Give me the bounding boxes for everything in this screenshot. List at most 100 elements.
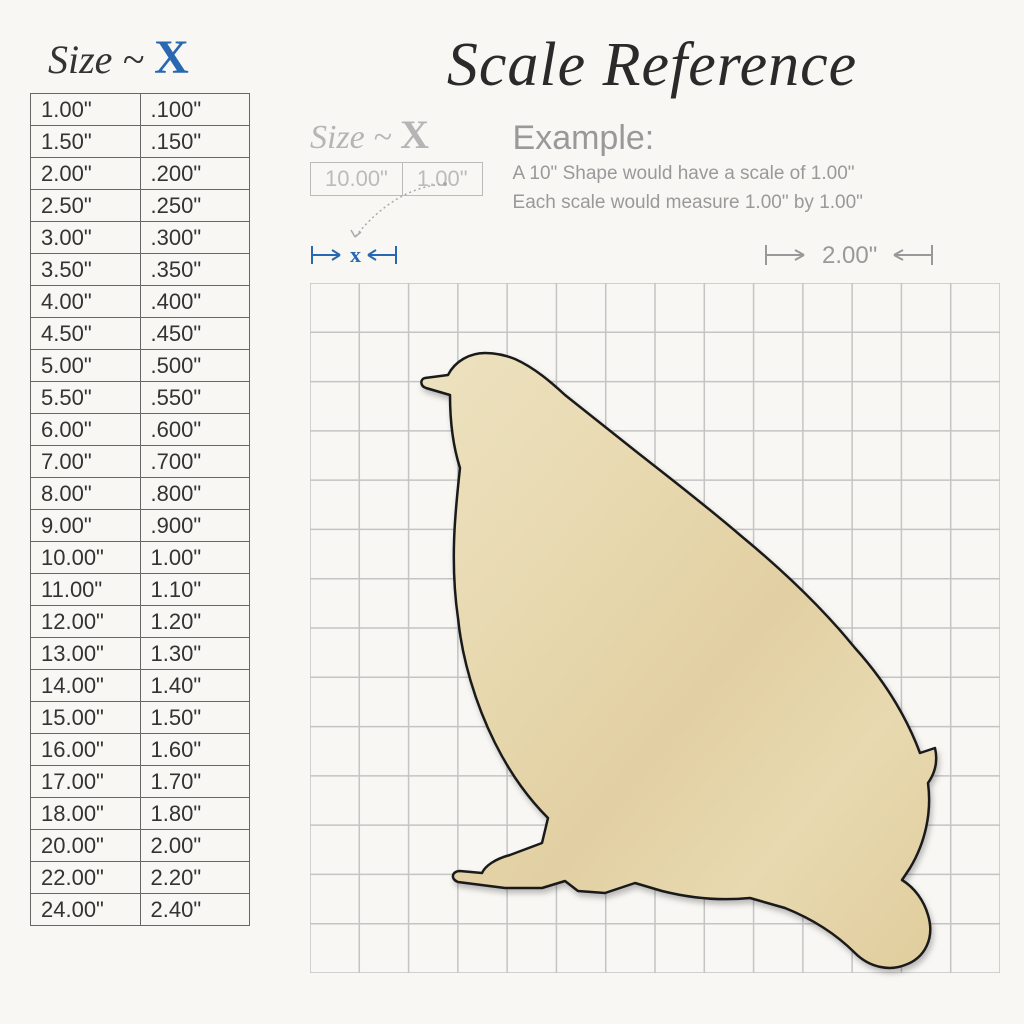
table-cell: 4.50" (31, 318, 141, 350)
table-cell: 1.00" (31, 94, 141, 126)
table-row: 22.00"2.20" (31, 862, 250, 894)
table-cell: .300" (140, 222, 250, 254)
indicator-row: x 2.00" (300, 235, 1004, 275)
table-cell: 3.50" (31, 254, 141, 286)
x-label: x (350, 242, 361, 267)
page-container: Size ~ X 1.00".100"1.50".150"2.00".200"2… (0, 0, 1024, 1024)
table-row: 5.00".500" (31, 350, 250, 382)
table-row: 6.00".600" (31, 414, 250, 446)
table-cell: 7.00" (31, 446, 141, 478)
table-cell: .400" (140, 286, 250, 318)
table-row: 10.00"1.00" (31, 542, 250, 574)
x-scale-indicator: x (310, 240, 400, 270)
table-row: 4.50".450" (31, 318, 250, 350)
table-cell: .450" (140, 318, 250, 350)
table-cell: 5.00" (31, 350, 141, 382)
table-cell: .550" (140, 382, 250, 414)
table-cell: 1.50" (31, 126, 141, 158)
table-cell: 1.80" (140, 798, 250, 830)
reference-column: Scale Reference Size ~ X 10.00" 1.00" Ex… (270, 30, 1004, 1004)
size-header-prefix: Size ~ (48, 37, 154, 82)
table-cell: .250" (140, 190, 250, 222)
table-cell: 1.70" (140, 766, 250, 798)
table-row: 14.00"1.40" (31, 670, 250, 702)
table-cell: 1.60" (140, 734, 250, 766)
sub-size-x: X (400, 112, 429, 157)
table-cell: 2.00" (31, 158, 141, 190)
table-cell: 20.00" (31, 830, 141, 862)
table-cell: .900" (140, 510, 250, 542)
size-table: 1.00".100"1.50".150"2.00".200"2.50".250"… (30, 93, 250, 926)
table-row: 5.50".550" (31, 382, 250, 414)
table-row: 18.00"1.80" (31, 798, 250, 830)
table-cell: 22.00" (31, 862, 141, 894)
example-block: Example: A 10" Shape would have a scale … (513, 111, 863, 215)
example-line1: A 10" Shape would have a scale of 1.00" (513, 162, 863, 187)
table-cell: 13.00" (31, 638, 141, 670)
table-cell: .200" (140, 158, 250, 190)
table-row: 15.00"1.50" (31, 702, 250, 734)
table-cell: 1.50" (140, 702, 250, 734)
arrow-two-icon: 2.00" (764, 240, 944, 270)
example-title: Example: (513, 119, 863, 158)
table-cell: 14.00" (31, 670, 141, 702)
table-cell: 4.00" (31, 286, 141, 318)
table-row: 12.00"1.20" (31, 606, 250, 638)
size-table-column: Size ~ X 1.00".100"1.50".150"2.00".200"2… (30, 30, 270, 1004)
two-inch-indicator: 2.00" (764, 240, 944, 270)
table-cell: 2.50" (31, 190, 141, 222)
table-row: 2.00".200" (31, 158, 250, 190)
table-row: 3.50".350" (31, 254, 250, 286)
table-cell: 1.10" (140, 574, 250, 606)
table-cell: 12.00" (31, 606, 141, 638)
table-cell: 2.40" (140, 894, 250, 926)
table-cell: .800" (140, 478, 250, 510)
bird-shape (310, 283, 1000, 973)
table-cell: .100" (140, 94, 250, 126)
table-cell: 1.30" (140, 638, 250, 670)
table-row: 2.50".250" (31, 190, 250, 222)
table-cell: 9.00" (31, 510, 141, 542)
table-cell: 2.20" (140, 862, 250, 894)
table-row: 1.00".100" (31, 94, 250, 126)
table-row: 9.00".900" (31, 510, 250, 542)
table-cell: 10.00" (31, 542, 141, 574)
table-row: 13.00"1.30" (31, 638, 250, 670)
table-row: 11.00"1.10" (31, 574, 250, 606)
table-cell: .500" (140, 350, 250, 382)
table-cell: 18.00" (31, 798, 141, 830)
size-header-x: X (154, 31, 189, 84)
table-cell: 5.50" (31, 382, 141, 414)
table-cell: .150" (140, 126, 250, 158)
table-row: 24.00"2.40" (31, 894, 250, 926)
two-inch-label: 2.00" (822, 242, 877, 269)
table-cell: 1.20" (140, 606, 250, 638)
table-cell: .600" (140, 414, 250, 446)
table-cell: 15.00" (31, 702, 141, 734)
table-row: 17.00"1.70" (31, 766, 250, 798)
table-row: 4.00".400" (31, 286, 250, 318)
table-cell: 24.00" (31, 894, 141, 926)
table-cell: 16.00" (31, 734, 141, 766)
sub-size-header: Size ~ X (310, 111, 483, 158)
grid-area (310, 283, 1000, 973)
table-cell: 8.00" (31, 478, 141, 510)
example-line2: Each scale would measure 1.00" by 1.00" (513, 191, 863, 216)
table-cell: 3.00" (31, 222, 141, 254)
table-row: 3.00".300" (31, 222, 250, 254)
table-cell: 6.00" (31, 414, 141, 446)
page-title: Scale Reference (300, 30, 1004, 101)
dotted-arrow-icon (345, 182, 465, 242)
table-row: 1.50".150" (31, 126, 250, 158)
sub-size-prefix: Size ~ (310, 119, 400, 156)
table-cell: 11.00" (31, 574, 141, 606)
table-row: 8.00".800" (31, 478, 250, 510)
table-cell: 2.00" (140, 830, 250, 862)
table-cell: .350" (140, 254, 250, 286)
table-cell: .700" (140, 446, 250, 478)
arrow-left-icon: x (310, 240, 400, 270)
table-row: 20.00"2.00" (31, 830, 250, 862)
table-cell: 1.00" (140, 542, 250, 574)
size-table-header: Size ~ X (30, 30, 270, 85)
table-row: 7.00".700" (31, 446, 250, 478)
